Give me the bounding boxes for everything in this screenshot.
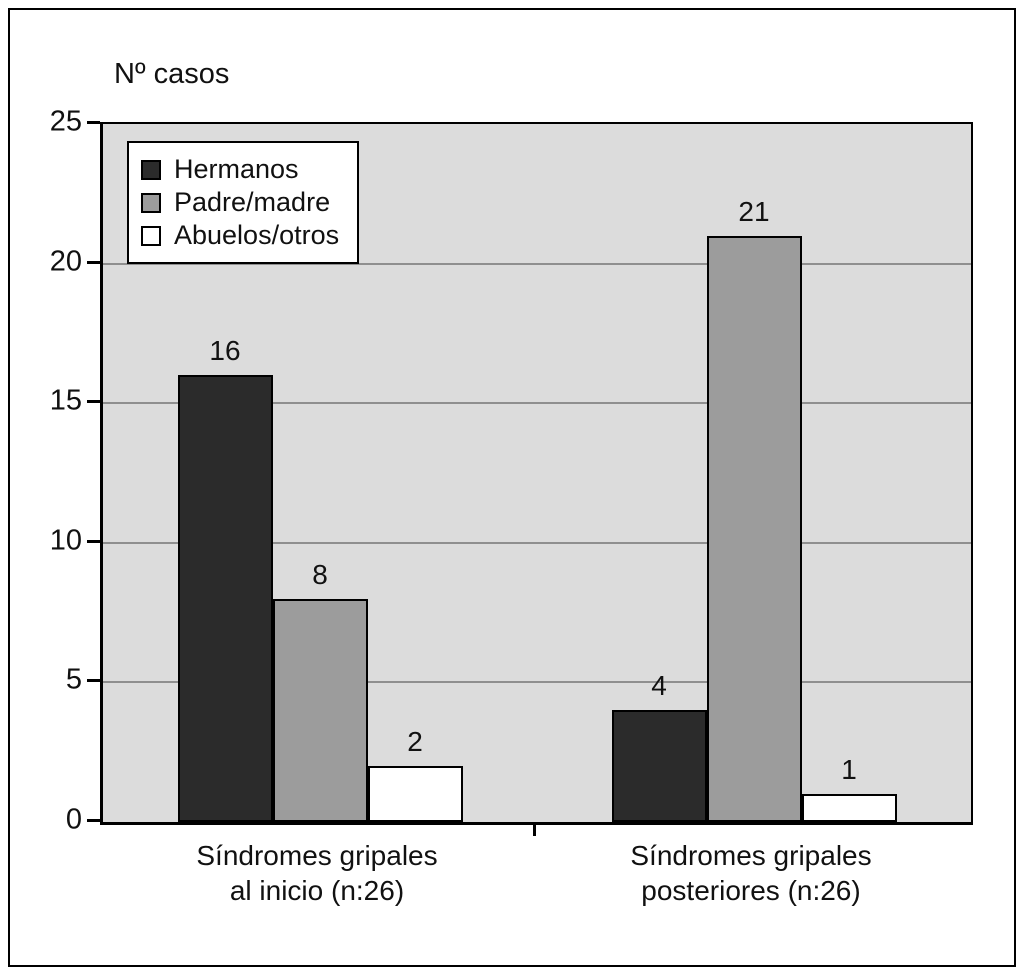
legend-label: Abuelos/otros (174, 220, 340, 250)
bar-value-label: 8 (312, 558, 328, 590)
bar-hermanos-group2 (611, 710, 707, 822)
x-category-label-line: al inicio (n:26) (229, 875, 405, 906)
legend-item-abuelos-otros: Abuelos/otros (141, 219, 339, 252)
y-tick-label-0: 0 (65, 803, 82, 836)
y-tick-mark-5 (87, 679, 100, 683)
bar-value-label: 21 (738, 195, 770, 227)
y-tick-label-10: 10 (49, 524, 82, 557)
legend-swatch-icon (141, 159, 161, 180)
y-axis-title: Nº casos (114, 58, 230, 90)
legend-item-padre-madre: Padre/madre (141, 186, 339, 219)
x-category-label-line: Síndromes gripales (196, 840, 438, 871)
legend-label: Hermanos (174, 154, 299, 184)
bar-abuelos-otros-group2 (801, 794, 897, 822)
y-tick-label-15: 15 (49, 384, 82, 417)
x-category-label-1: Síndromes gripales al inicio (n:26) (196, 838, 437, 908)
legend-label: Padre/madre (174, 187, 331, 217)
y-tick-label-25: 25 (49, 105, 82, 138)
y-tick-mark-10 (87, 539, 100, 543)
y-tick-mark-15 (87, 400, 100, 404)
legend-swatch-icon (141, 225, 161, 246)
bar-value-label: 2 (407, 726, 423, 758)
y-tick-mark-25 (87, 121, 100, 124)
gridline-20 (103, 262, 971, 265)
y-tick-label-5: 5 (65, 663, 82, 696)
bar-hermanos-group1 (177, 375, 273, 822)
plot-area: Hermanos Padre/madre Abuelos/otros 16 8 2 4 21… (100, 122, 973, 825)
bar-value-label: 1 (841, 754, 857, 786)
gridline-15 (103, 402, 971, 405)
gridline-5 (103, 681, 971, 684)
legend: Hermanos Padre/madre Abuelos/otros (127, 141, 360, 264)
bar-value-label: 4 (651, 670, 667, 702)
y-tick-mark-20 (87, 260, 100, 264)
x-category-label-2: Síndromes gripales posteriores (n:26) (630, 838, 871, 908)
legend-swatch-icon (141, 192, 161, 213)
bar-abuelos-otros-group1 (367, 766, 463, 822)
bar-padre-madre-group2 (706, 235, 802, 822)
y-tick-label-20: 20 (49, 245, 82, 278)
gridline-10 (103, 541, 971, 544)
y-tick-mark-0 (87, 819, 100, 822)
legend-item-hermanos: Hermanos (141, 153, 339, 186)
x-axis-center-tick (533, 823, 536, 836)
bar-padre-madre-group1 (272, 598, 368, 822)
bar-value-label: 16 (209, 335, 241, 367)
x-category-label-line: Síndromes gripales (630, 840, 872, 871)
x-category-label-line: posteriores (n:26) (641, 875, 861, 906)
